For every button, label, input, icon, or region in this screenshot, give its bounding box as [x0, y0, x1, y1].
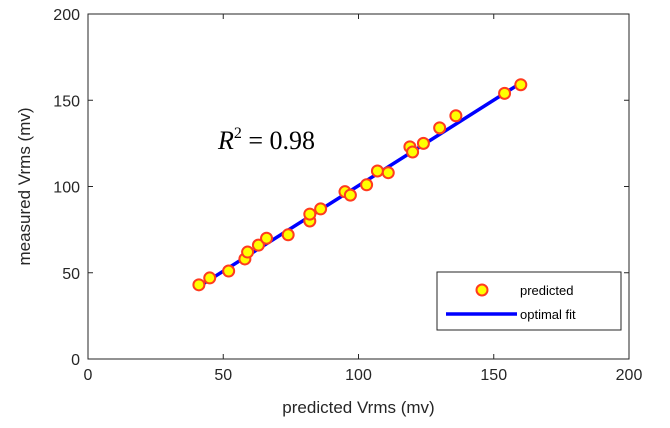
data-point: [381, 166, 395, 180]
legend-box: [436, 271, 622, 331]
data-point: [416, 136, 430, 150]
r-squared-annotation: R2 = 0.98: [217, 125, 315, 155]
y-tick-label: 0: [71, 352, 80, 369]
y-tick-label: 100: [53, 180, 80, 197]
x-axis-label: predicted Vrms (mv): [282, 398, 434, 417]
x-tick-label: 100: [345, 367, 372, 384]
x-tick-label: 0: [84, 367, 93, 384]
y-axis-label: measured Vrms (mv): [15, 107, 34, 265]
y-tick-label: 200: [53, 7, 80, 24]
data-point: [251, 238, 265, 252]
data-points-layer: [192, 78, 528, 292]
data-point: [514, 78, 528, 92]
x-tick-label: 150: [480, 367, 507, 384]
data-point: [281, 228, 295, 242]
x-tick-label: 200: [616, 367, 643, 384]
data-point: [433, 121, 447, 135]
axis-ticks: 0 50 100 150 200 0 50 100 150 200: [53, 7, 642, 384]
data-point: [192, 278, 206, 292]
data-point: [449, 109, 463, 123]
data-point: [303, 207, 317, 221]
data-point: [498, 86, 512, 100]
legend-label-predicted: predicted: [520, 283, 573, 298]
data-point: [360, 178, 374, 192]
data-point: [222, 264, 236, 278]
y-tick-label: 150: [53, 93, 80, 110]
data-point: [260, 231, 274, 245]
data-point: [241, 245, 255, 259]
y-tick-label: 50: [62, 266, 80, 283]
legend-label-optimal-fit: optimal fit: [520, 307, 576, 322]
data-point: [203, 271, 217, 285]
data-point: [370, 164, 384, 178]
legend: predicted optimal fit: [436, 271, 622, 331]
legend-marker-predicted: [475, 283, 489, 297]
data-point: [406, 145, 420, 159]
x-tick-label: 50: [214, 367, 232, 384]
data-point: [343, 188, 357, 202]
data-point: [314, 202, 328, 216]
